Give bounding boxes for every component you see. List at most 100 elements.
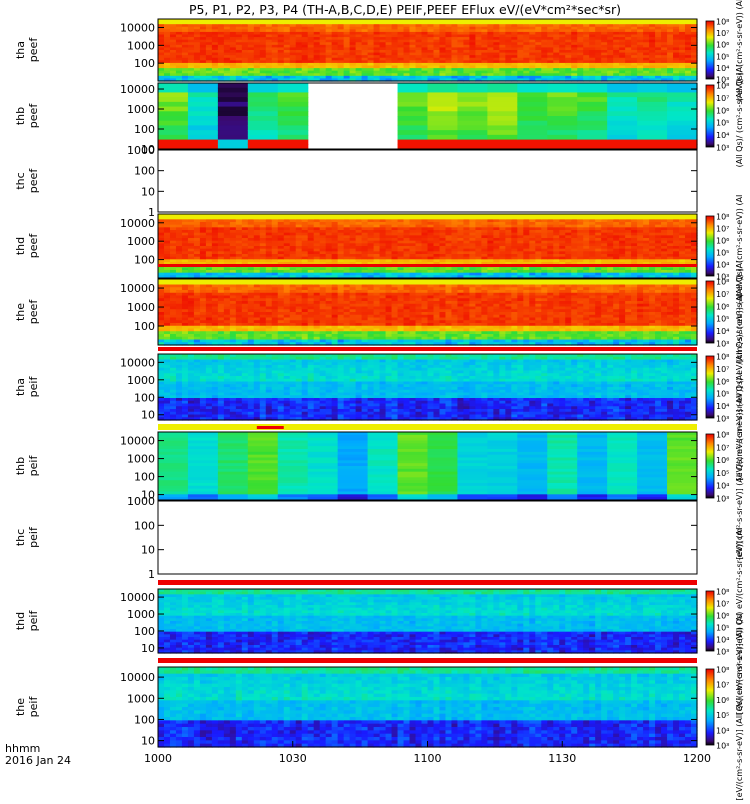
- heat-cell: [577, 125, 608, 130]
- heat-cell: [218, 125, 249, 130]
- heat-cell: [248, 107, 279, 112]
- heat-cell: [188, 92, 219, 97]
- heat-cell: [158, 111, 189, 116]
- heat-cell: [188, 107, 219, 112]
- colorbar: [706, 21, 714, 79]
- heat-cell: [158, 140, 189, 145]
- heat-cell: [637, 116, 668, 121]
- heat-cell: [457, 107, 488, 112]
- heat-cell: [517, 97, 548, 102]
- heat-cell: [398, 111, 429, 116]
- heat-cell: [577, 140, 608, 145]
- heat-cell: [667, 102, 698, 107]
- heat-cell: [218, 97, 249, 102]
- heat-cell: [398, 88, 429, 93]
- colorbar-tick-label: 10⁸: [716, 18, 729, 27]
- heat-cell: [398, 92, 429, 97]
- heat-cell: [607, 111, 638, 116]
- heat-cell: [158, 83, 189, 88]
- heat-cell: [547, 121, 578, 126]
- heat-cell: [637, 97, 668, 102]
- heat-cell: [278, 88, 309, 93]
- heat-cell: [517, 107, 548, 112]
- heat-cell: [607, 102, 638, 107]
- heat-cell: [457, 97, 488, 102]
- heat-cell: [547, 88, 578, 93]
- heat-cell: [428, 111, 459, 116]
- heat-cell: [607, 107, 638, 112]
- heat-cell: [517, 121, 548, 126]
- heat-cell: [278, 102, 309, 107]
- heat-cell: [158, 116, 189, 121]
- heat-cell: [517, 130, 548, 135]
- heat-cell: [637, 92, 668, 97]
- heat-cell: [158, 88, 189, 93]
- heat-cell: [457, 83, 488, 88]
- heat-cell: [248, 121, 279, 126]
- colorbar-tick-label: 10⁵: [716, 52, 729, 61]
- heat-cell: [398, 83, 429, 88]
- heat-cell: [577, 135, 608, 140]
- panel-label-type: peef: [27, 37, 40, 63]
- heat-cell: [637, 130, 668, 135]
- heat-cell: [428, 135, 459, 140]
- heat-cell: [188, 116, 219, 121]
- heat-cell: [607, 97, 638, 102]
- colorbar: [706, 85, 714, 147]
- heat-cell: [158, 92, 189, 97]
- colorbar-tick-label: 10⁴: [716, 64, 729, 73]
- heat-cell: [248, 83, 279, 88]
- colorbar-tick-label: 10⁴: [716, 131, 729, 140]
- heat-cell: [158, 125, 189, 130]
- colorbar-tick-label: 10⁷: [716, 225, 729, 234]
- colorbar-tick-label: 10⁷: [716, 94, 729, 103]
- heat-cell: [487, 125, 518, 130]
- heat-cell: [487, 121, 518, 126]
- heat-cell: [547, 125, 578, 130]
- y-tick-label: 10000: [120, 217, 155, 230]
- heat-cell: [487, 111, 518, 116]
- heat-cell: [278, 125, 309, 130]
- heat-cell: [278, 92, 309, 97]
- heat-cell: [188, 97, 219, 102]
- heat-cell: [487, 97, 518, 102]
- heat-cell: [577, 111, 608, 116]
- y-tick-label: 100: [134, 254, 155, 267]
- heat-cell: [248, 97, 279, 102]
- heat-cell: [607, 92, 638, 97]
- heat-cell: [218, 135, 249, 140]
- heat-cell: [218, 111, 249, 116]
- heat-cell: [188, 125, 219, 130]
- heat-cell: [637, 125, 668, 130]
- heat-cell: [218, 116, 249, 121]
- heat-cell: [398, 102, 429, 107]
- heat-cell: [547, 107, 578, 112]
- heat-cell: [637, 102, 668, 107]
- heat-cell: [248, 111, 279, 116]
- heat-cell: [398, 97, 429, 102]
- colorbar-tick-label: 10⁴: [716, 261, 729, 270]
- heat-cell: [607, 121, 638, 126]
- heat-cell: [517, 83, 548, 88]
- heat-cell: [398, 116, 429, 121]
- heat-cell: [278, 130, 309, 135]
- heat-cell: [667, 130, 698, 135]
- colorbar-tick-label: 10⁸: [716, 82, 729, 91]
- y-tick-label: 100: [134, 123, 155, 136]
- heat-cell: [188, 111, 219, 116]
- colorbar-tick-label: 10³: [716, 144, 729, 153]
- heat-cell: [398, 135, 429, 140]
- heat-cell: [398, 125, 429, 130]
- heat-cell: [248, 125, 279, 130]
- heat-cell: [158, 121, 189, 126]
- y-tick-label: 100: [134, 165, 155, 178]
- heat-cell: [278, 135, 309, 140]
- heat-cell: [667, 125, 698, 130]
- heat-cell: [218, 102, 249, 107]
- heat-cell: [577, 88, 608, 93]
- heat-cell: [607, 135, 638, 140]
- heat-cell: [218, 140, 249, 145]
- heat-cell: [547, 140, 578, 145]
- heat-cell: [428, 130, 459, 135]
